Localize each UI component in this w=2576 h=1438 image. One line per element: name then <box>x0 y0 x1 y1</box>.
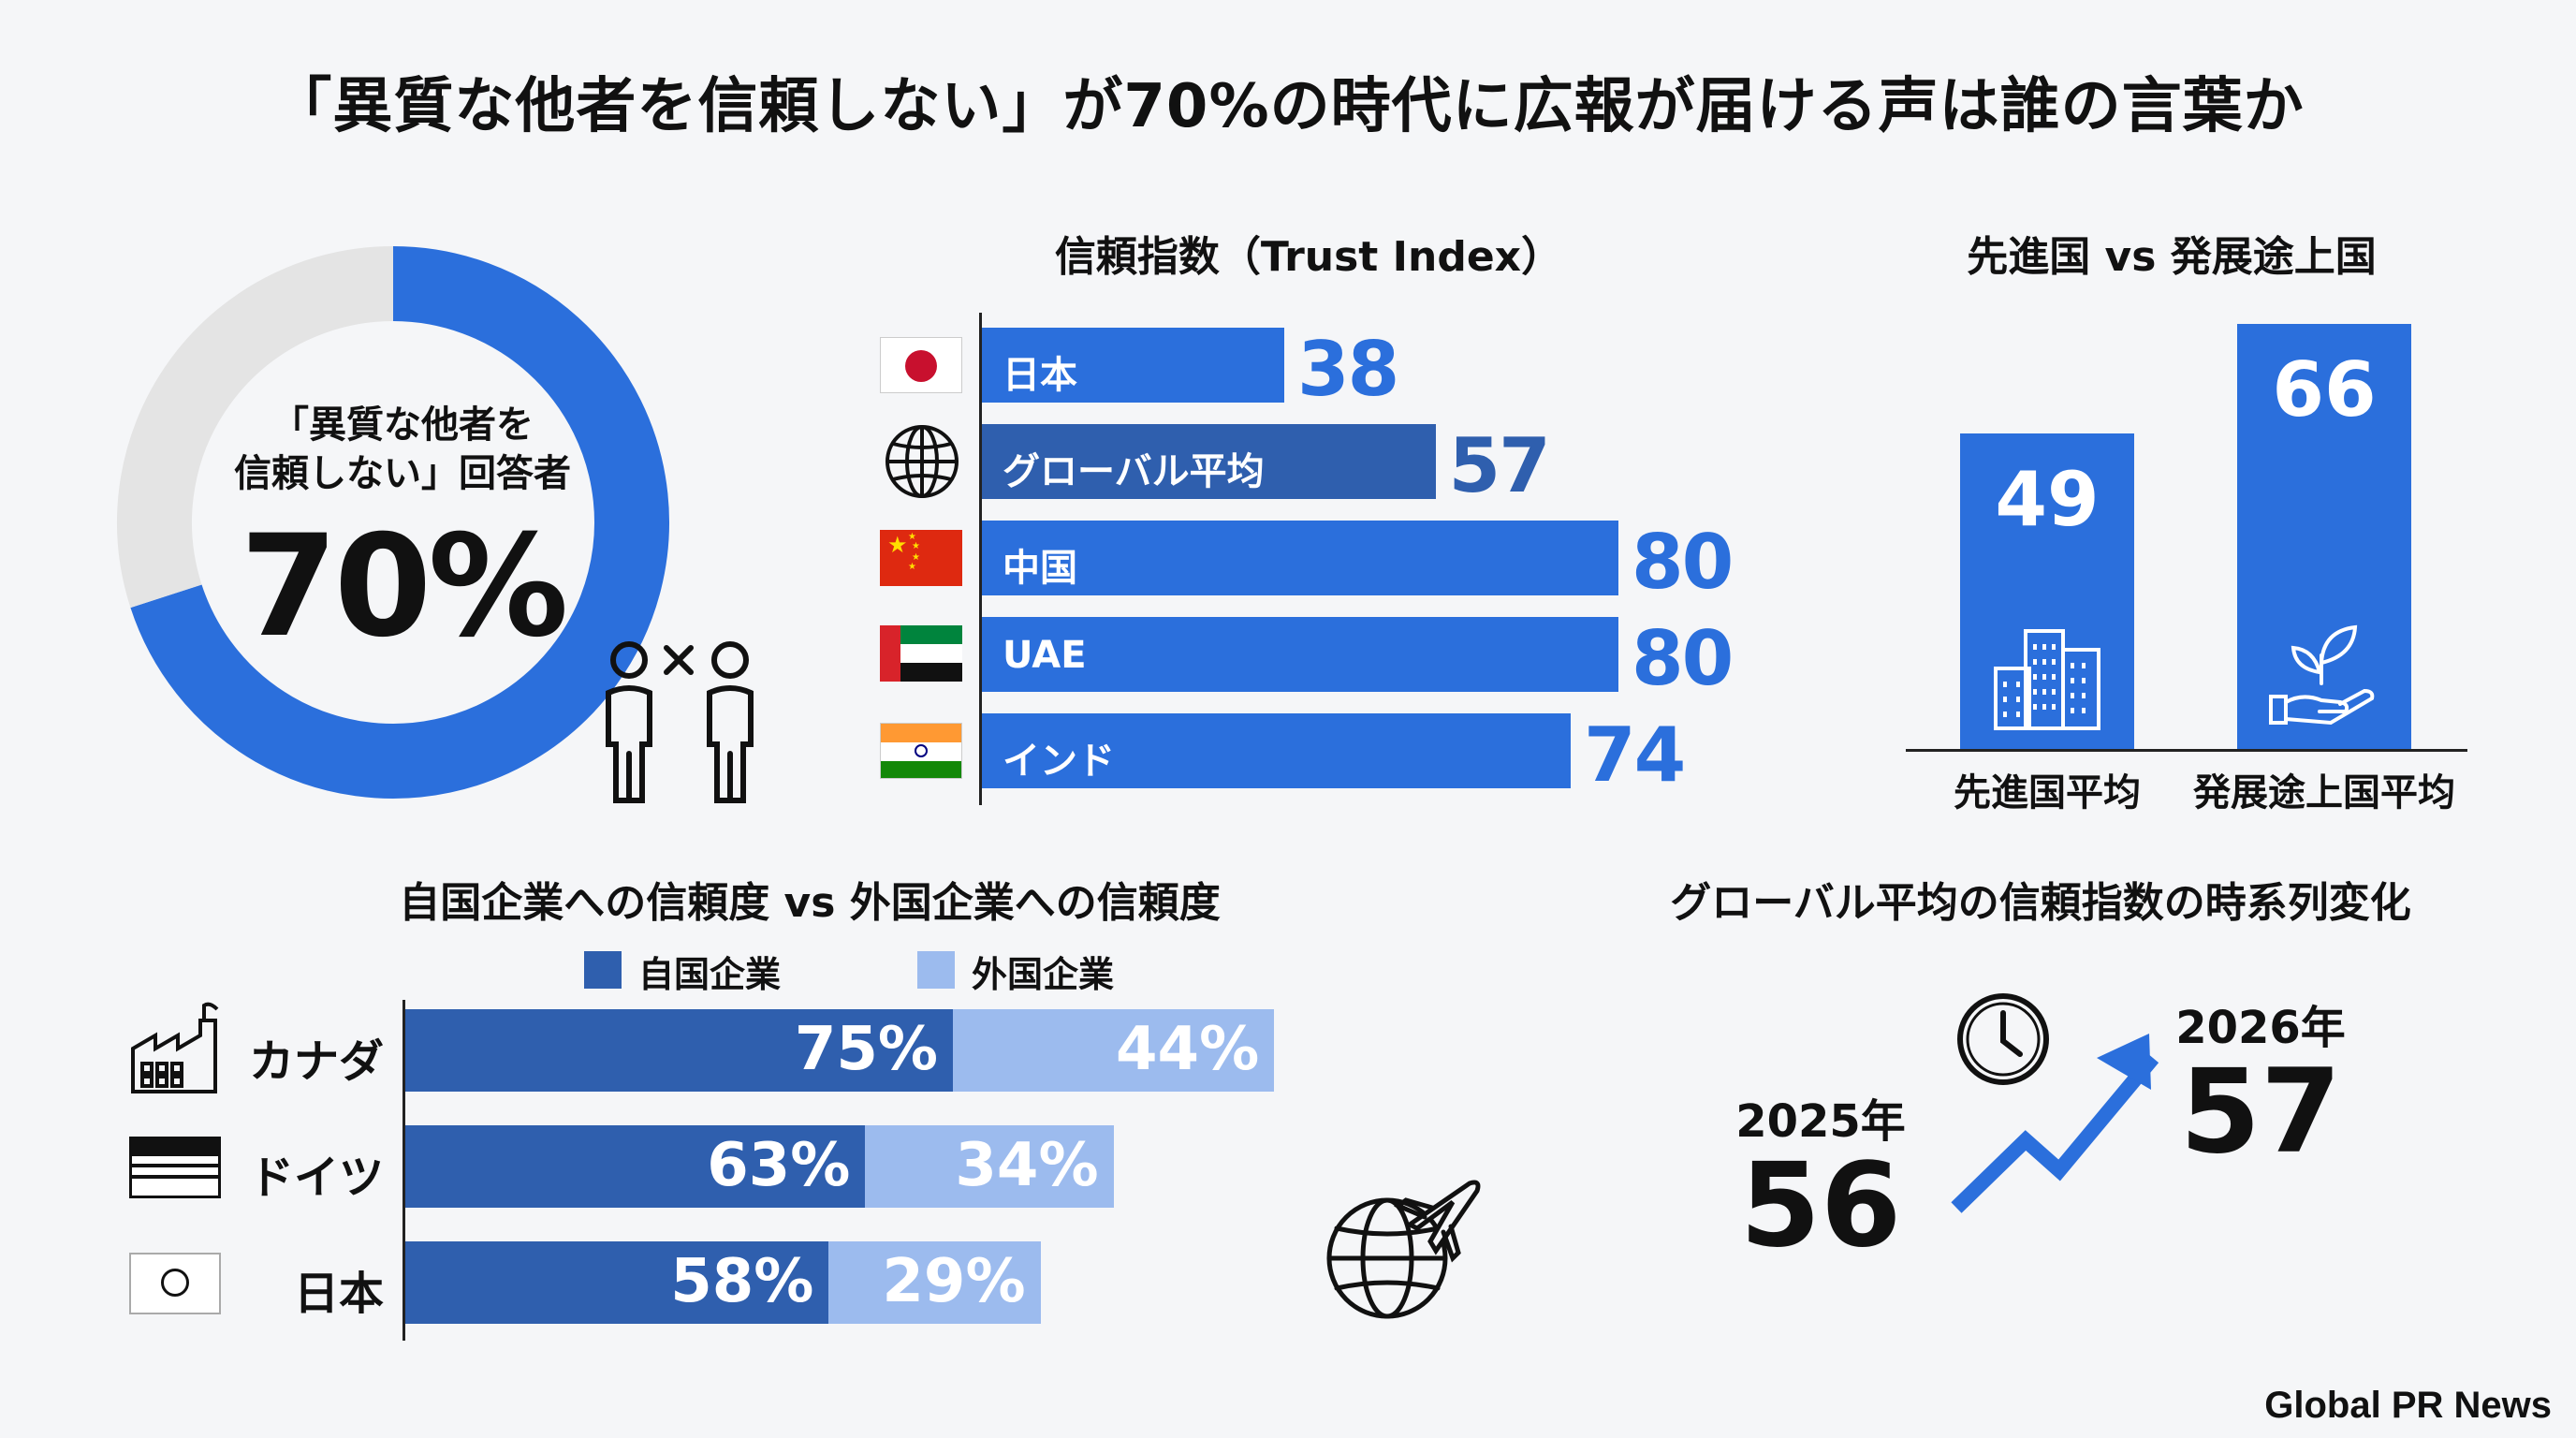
plant-hand-icon <box>2269 624 2375 726</box>
domestic-bar-value: 63% <box>707 1131 851 1200</box>
foreign-bar <box>953 1009 1275 1092</box>
domestic-bar-value: 75% <box>794 1015 938 1084</box>
dev-bar-category: 発展途上国平均 <box>2193 771 2455 814</box>
legend-label-foreign: 外国企業 <box>972 954 1115 995</box>
dev-bar-value: 66 <box>2272 346 2377 433</box>
dev-compare-baseline <box>1906 749 2467 752</box>
foreign-bar-value: 34% <box>955 1131 1099 1200</box>
donut-label-line2: 信頼しない」回答者 <box>234 452 571 495</box>
country-label: 日本 <box>293 1268 384 1320</box>
trust-bar-value: 57 <box>1448 422 1551 509</box>
trust-index-axis <box>979 313 982 805</box>
credit-label: Global PR News <box>2264 1385 2552 1426</box>
india-flag-icon <box>880 723 962 779</box>
donut-chart <box>117 246 669 799</box>
foreign-bar-value: 44% <box>1116 1015 1260 1084</box>
foreign-bar <box>865 1125 1114 1208</box>
year-2026-value: 57 <box>2179 1045 2342 1180</box>
country-label: ドイツ <box>248 1152 384 1204</box>
people-distrust-icon <box>606 641 754 803</box>
trust-bar-label: インド <box>1003 740 1115 783</box>
page-title: 「異質な他者を信頼しない」が70%の時代に広報が届ける声は誰の言葉か <box>271 72 2305 141</box>
legend-swatch-foreign <box>917 951 955 989</box>
trust-bar-label: UAE <box>1003 634 1087 677</box>
factory-icon <box>131 1002 219 1093</box>
trust-bar-value: 80 <box>1632 615 1734 702</box>
trust-bar-label: 中国 <box>1003 547 1077 590</box>
trust-bar-label: グローバル平均 <box>1003 450 1265 493</box>
trust-bar-label: 日本 <box>1003 354 1077 397</box>
trust-bar <box>982 713 1571 788</box>
trend-arrow-icon <box>1951 993 2159 1213</box>
domestic-bar-value: 58% <box>670 1247 814 1316</box>
country-label: カナダ <box>248 1035 384 1088</box>
uae-flag-icon <box>880 625 962 682</box>
domestic-foreign-axis <box>402 1000 405 1341</box>
trust-bar <box>982 328 1284 403</box>
dev-compare-title: 先進国 vs 発展途上国 <box>1967 233 2377 281</box>
domestic-foreign-title: 自国企業への信頼度 vs 外国企業への信頼度 <box>399 879 1221 927</box>
domestic-bar <box>405 1125 866 1208</box>
year-2025-label: 2025年 <box>1735 1095 1906 1148</box>
domestic-bar <box>405 1009 953 1092</box>
trust-bar-value: 74 <box>1584 712 1686 799</box>
china-flag-icon: ★ ★ ★ ★ ★ <box>880 530 962 586</box>
donut-slice-rest <box>117 246 394 609</box>
globe-icon <box>886 425 959 498</box>
trust-bar <box>982 521 1618 595</box>
donut-center-value: 70% <box>240 506 568 668</box>
trust-bar-value: 38 <box>1297 326 1399 413</box>
donut-label-line1: 「異質な他者を <box>271 404 534 447</box>
year-2026-label: 2026年 <box>2175 1002 2346 1054</box>
legend-label-domestic: 自国企業 <box>638 954 782 995</box>
trust-bar <box>982 617 1618 692</box>
dev-bar <box>1960 433 2134 749</box>
domestic-bar <box>405 1241 829 1324</box>
foreign-bar <box>828 1241 1041 1324</box>
year-2025-value: 56 <box>1739 1138 1902 1273</box>
trust-bar-value: 80 <box>1632 519 1734 606</box>
japan-flag-icon <box>880 337 962 393</box>
trust-index-title: 信頼指数（Trust Index） <box>1054 233 1563 281</box>
globe-plane-icon <box>1326 1180 1481 1319</box>
dev-bar-category: 先進国平均 <box>1954 771 2141 814</box>
buildings-icon <box>1994 629 2100 730</box>
dev-bar <box>2237 324 2411 749</box>
trust-bar <box>982 424 1436 499</box>
donut-slice-distrust <box>130 246 669 799</box>
legend-swatch-domestic <box>584 951 622 989</box>
timeseries-title: グローバル平均の信頼指数の時系列変化 <box>1670 879 2411 927</box>
japan-flag-outline-icon <box>129 1253 221 1314</box>
dev-bar-value: 49 <box>1995 455 2100 543</box>
germany-flag-icon <box>129 1137 221 1198</box>
foreign-bar-value: 29% <box>882 1247 1026 1316</box>
